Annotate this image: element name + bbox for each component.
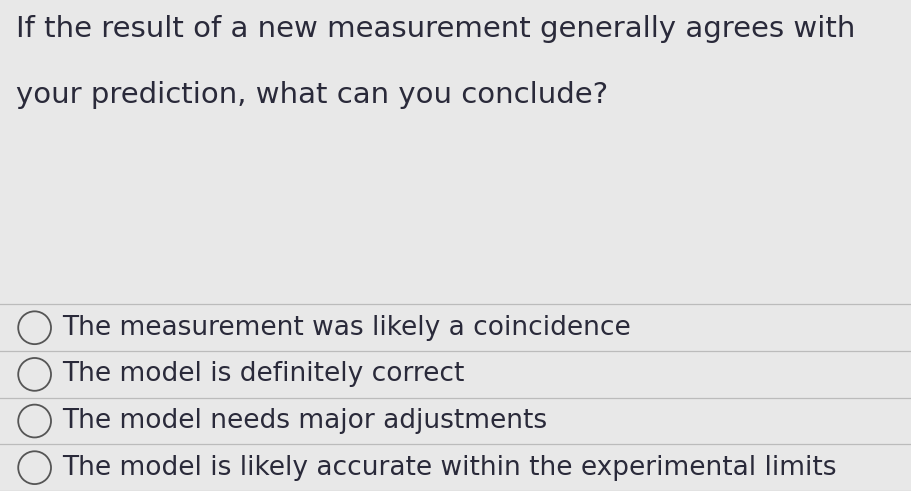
Text: The model needs major adjustments: The model needs major adjustments [62, 408, 548, 434]
Text: The model is likely accurate within the experimental limits: The model is likely accurate within the … [62, 455, 836, 481]
Text: The measurement was likely a coincidence: The measurement was likely a coincidence [62, 315, 630, 341]
Text: your prediction, what can you conclude?: your prediction, what can you conclude? [16, 81, 609, 109]
Text: If the result of a new measurement generally agrees with: If the result of a new measurement gener… [16, 15, 855, 43]
Text: The model is definitely correct: The model is definitely correct [62, 361, 465, 387]
